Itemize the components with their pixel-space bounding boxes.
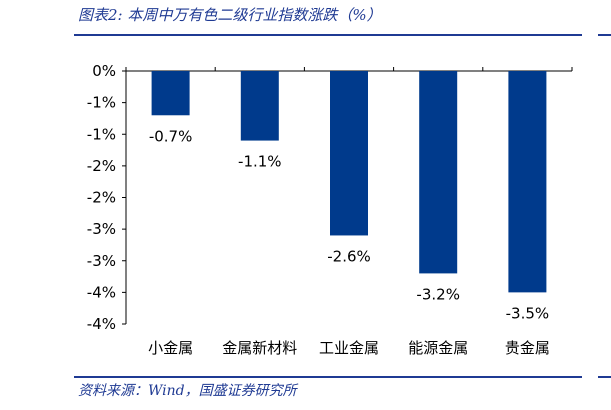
y-axis: 0% -1% -1% -2% -2% -3% -3% -4% -4%	[87, 62, 573, 333]
y-tick-label: -3%	[87, 220, 116, 238]
y-tick-label: -1%	[87, 94, 116, 112]
bar-1	[240, 71, 279, 141]
figure-title: 图表2: 本周中万有色二级行业指数涨跌（%）	[78, 6, 382, 24]
top-rule-extension	[598, 34, 611, 36]
data-label: -0.7%	[149, 127, 193, 145]
data-label: -3.5%	[506, 304, 550, 322]
y-tick-label: -2%	[87, 157, 116, 175]
bar-4	[508, 71, 547, 293]
y-tick-label: -4%	[87, 315, 116, 333]
y-tick-label: -1%	[87, 125, 116, 143]
top-rule	[74, 34, 582, 36]
data-label: -3.2%	[416, 285, 460, 303]
category-label: 工业金属	[319, 339, 379, 357]
y-tick-label: -4%	[87, 283, 116, 301]
y-tick-label: -3%	[87, 252, 116, 270]
category-label: 贵金属	[505, 339, 550, 357]
data-label: -2.6%	[327, 247, 371, 265]
data-label: -1.1%	[238, 153, 282, 171]
bottom-rule	[74, 376, 582, 378]
bar-2	[330, 71, 368, 236]
y-tick-label: -2%	[87, 189, 116, 207]
y-tick-label: 0%	[92, 62, 116, 80]
source-note: 资料来源：Wind，国盛证券研究所	[78, 383, 297, 399]
category-labels: 小金属 金属新材料 工业金属 能源金属 贵金属	[148, 339, 550, 357]
bars: -0.7% -1.1% -2.6% -3.2% -3.5%	[149, 71, 549, 322]
category-label: 金属新材料	[222, 339, 297, 357]
bar-3	[419, 71, 458, 274]
category-label: 能源金属	[408, 339, 468, 357]
bar-0	[151, 71, 190, 116]
bottom-rule-extension	[598, 376, 611, 378]
category-label: 小金属	[148, 339, 193, 357]
